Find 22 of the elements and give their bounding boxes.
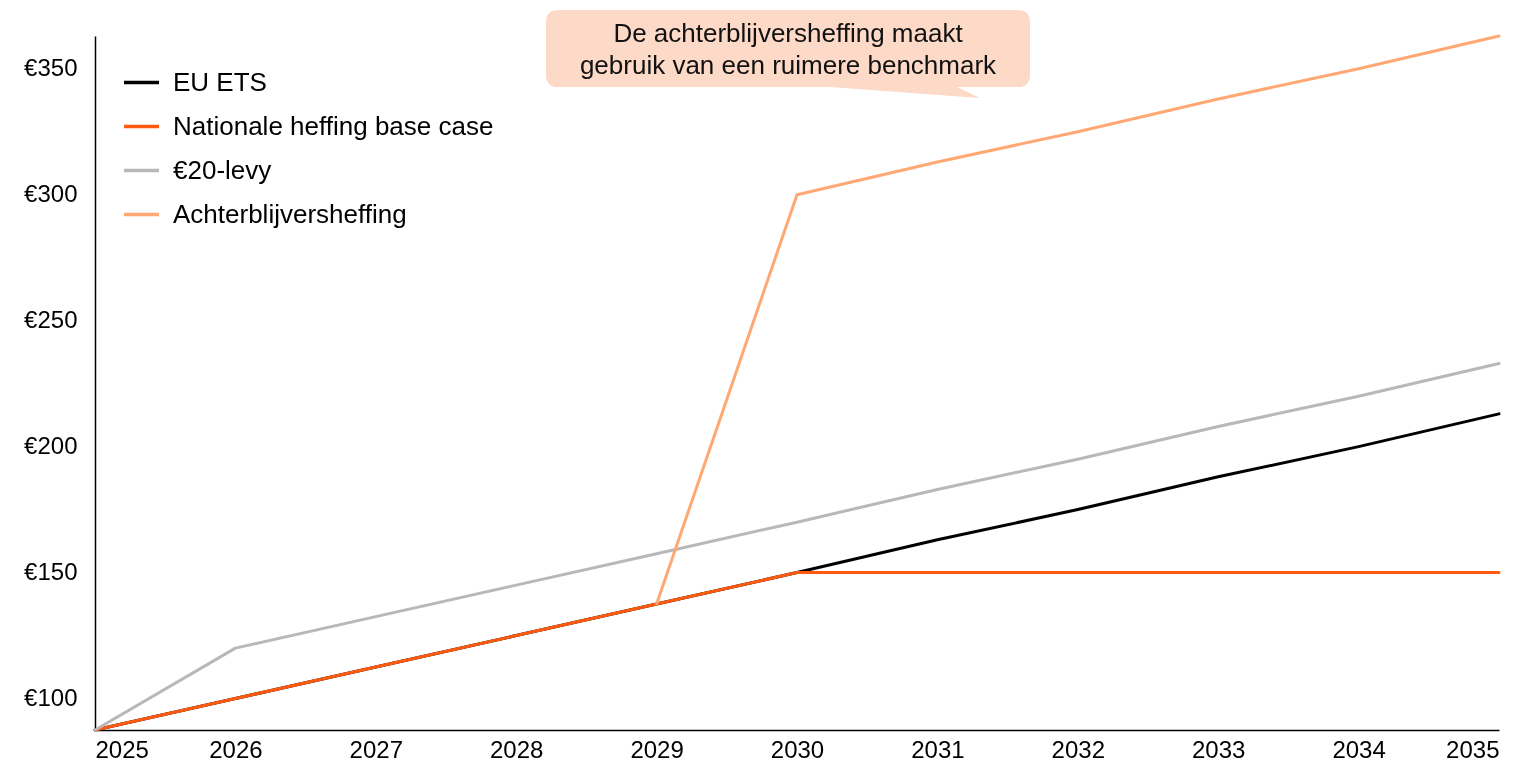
y-tick-label: €150 (24, 558, 78, 586)
x-tick-label: 2032 (1051, 735, 1105, 763)
x-tick-label: 2035 (1446, 735, 1500, 763)
x-tick-label: 2027 (349, 735, 403, 763)
legend-label: Nationale heffing base case (173, 110, 494, 141)
legend-label: EU ETS (173, 66, 267, 97)
x-tick-label: 2034 (1332, 735, 1386, 763)
y-tick-label: €300 (24, 180, 78, 208)
legend-label: €20-levy (173, 154, 272, 185)
y-tick-label: €100 (24, 684, 78, 712)
x-tick-label: 2031 (911, 735, 965, 763)
x-tick-label: 2033 (1192, 735, 1246, 763)
annotation: De achterblijversheffing maakt gebruik van een ruimere benchmark (579, 18, 998, 80)
y-tick-label: €350 (24, 54, 78, 82)
x-tick-label: 2029 (630, 735, 684, 763)
x-tick-label: 2026 (209, 735, 263, 763)
x-tick-label: 2025 (95, 735, 149, 763)
x-tick-label: 2030 (770, 735, 825, 763)
x-tick-label: 2028 (490, 735, 544, 763)
legend-label: Achterblijversheffing (173, 198, 407, 229)
y-tick-label: €250 (24, 306, 78, 334)
y-tick-label: €200 (24, 432, 78, 460)
